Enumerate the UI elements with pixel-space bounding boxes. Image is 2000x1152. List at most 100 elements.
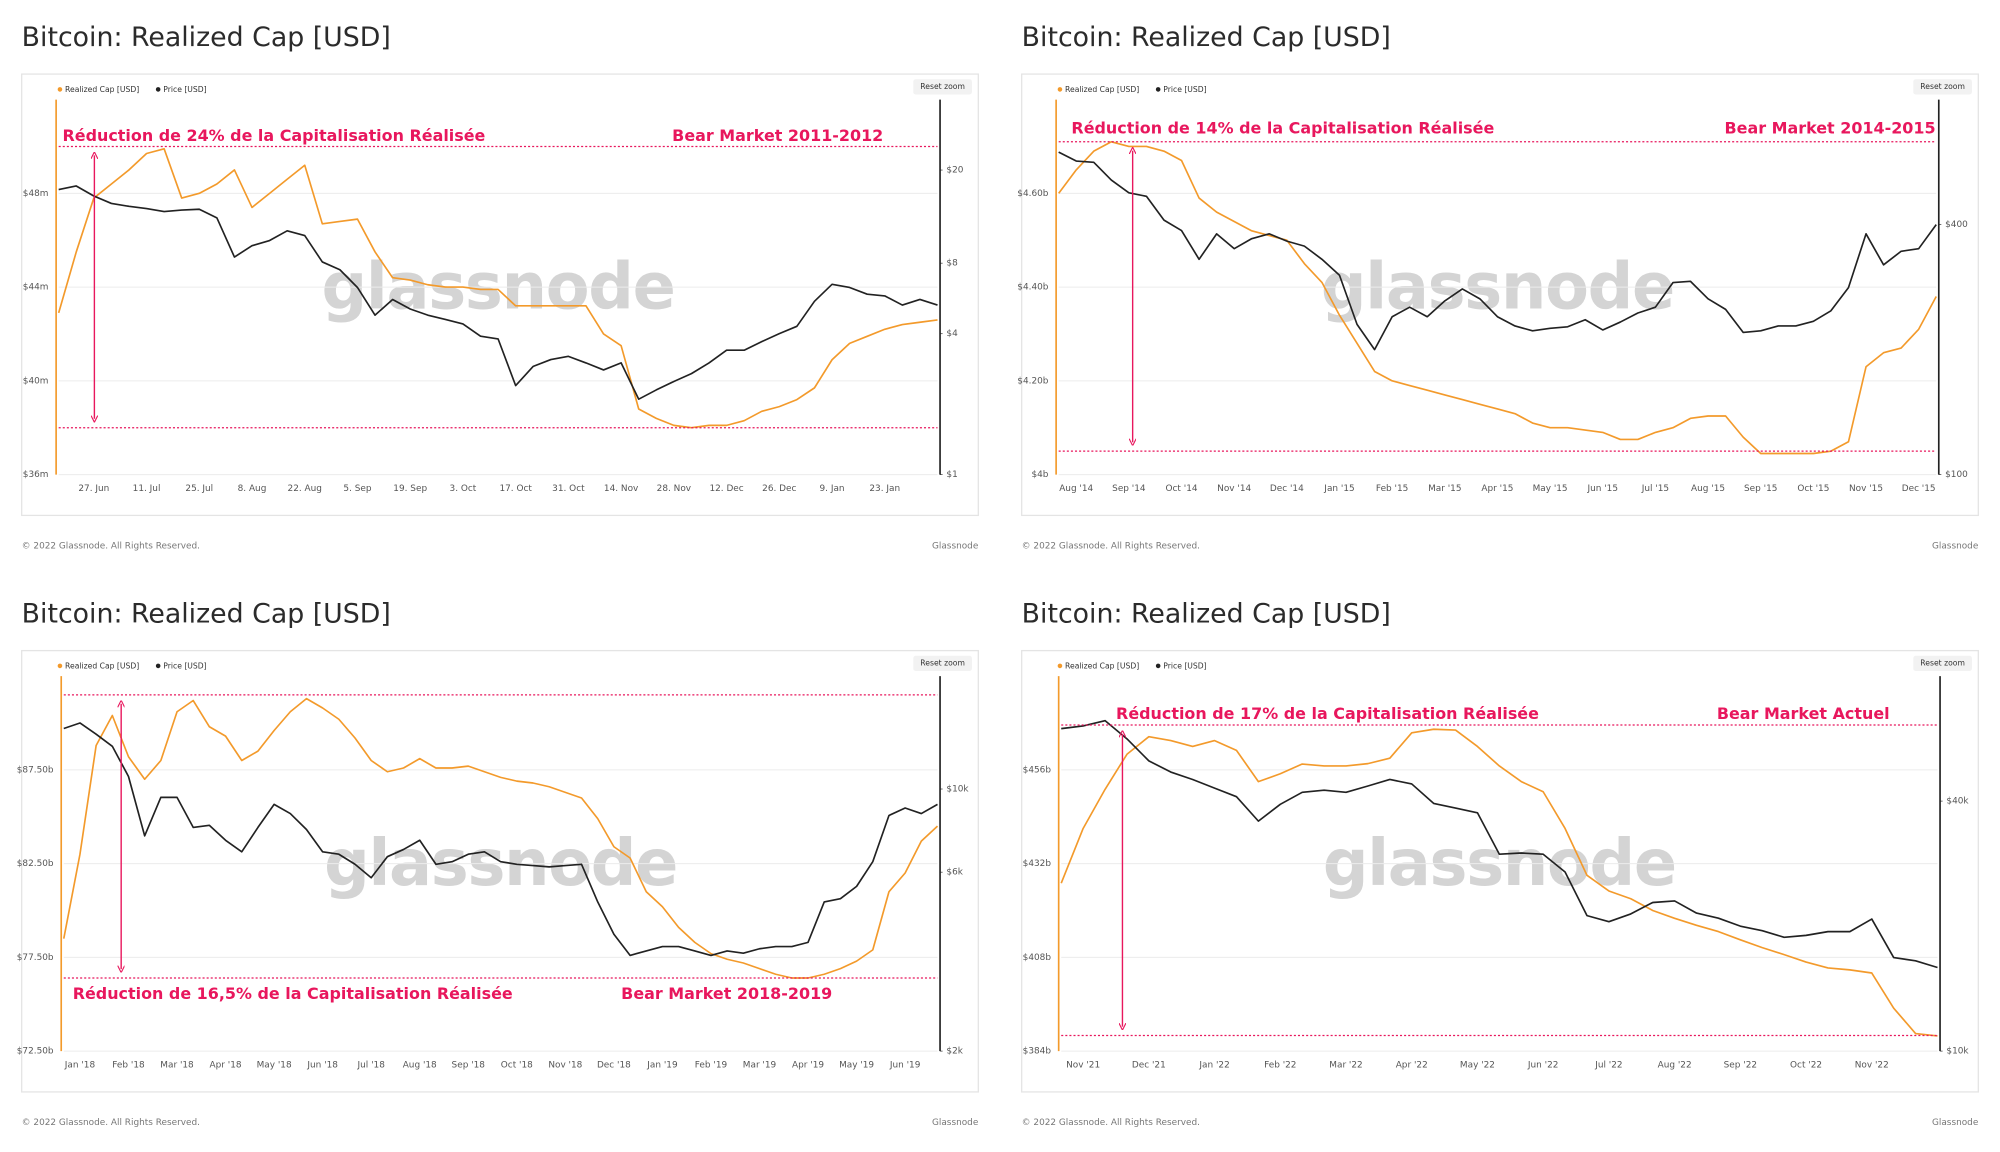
x-tick-label: May '19 xyxy=(839,1061,874,1071)
series-line xyxy=(58,185,938,401)
y-tick-label: $384b xyxy=(1023,1047,1052,1057)
legend-label: Realized Cap [USD] xyxy=(1065,85,1139,94)
legend-swatch xyxy=(1057,87,1063,92)
x-tick-label: Jul '18 xyxy=(357,1061,386,1071)
y-tick-label: $77.50b xyxy=(17,953,54,963)
x-tick-label: Oct '15 xyxy=(1797,484,1829,494)
footer-brand: Glassnode xyxy=(932,542,978,552)
x-tick-label: Sep '18 xyxy=(452,1061,486,1071)
reset-zoom-button[interactable] xyxy=(1913,655,1972,672)
reset-zoom-button[interactable] xyxy=(1913,79,1972,95)
x-tick-label: Jan '18 xyxy=(64,1061,96,1071)
reset-zoom-button[interactable] xyxy=(913,79,972,95)
y2-tick-label: $8 xyxy=(946,259,958,269)
x-tick-label: Apr '22 xyxy=(1396,1061,1428,1071)
x-tick-label: 14. Nov xyxy=(604,484,638,494)
x-tick-label: 23. Jan xyxy=(869,484,900,494)
legend-label: Realized Cap [USD] xyxy=(65,662,139,671)
series-line xyxy=(1060,728,1938,1037)
x-tick-label: 11. Jul xyxy=(133,484,161,494)
x-tick-label: Jun '22 xyxy=(1527,1061,1559,1071)
x-tick-label: 5. Sep xyxy=(343,484,371,494)
x-tick-label: Nov '18 xyxy=(548,1061,582,1071)
x-tick-label: May '18 xyxy=(257,1061,292,1071)
annotation: Bear Market 2014-2015 xyxy=(1724,119,1935,138)
legend-label: Price [USD] xyxy=(163,85,206,94)
y2-tick-label: $100 xyxy=(1945,470,1968,480)
x-tick-label: Jul '22 xyxy=(1594,1061,1622,1071)
x-tick-label: Aug '15 xyxy=(1691,484,1725,494)
footer-brand: Glassnode xyxy=(1932,1118,1978,1128)
y-tick-label: $4.20b xyxy=(1017,376,1048,386)
y-tick-label: $40m xyxy=(23,376,49,386)
footer-copyright: © 2022 Glassnode. All Rights Reserved. xyxy=(1022,1118,1200,1128)
x-tick-label: Feb '19 xyxy=(695,1061,728,1071)
footer-brand: Glassnode xyxy=(932,1118,978,1128)
reset-zoom-button[interactable] xyxy=(913,655,972,672)
reset-zoom-label[interactable]: Reset zoom xyxy=(920,658,965,667)
y-tick-label: $36m xyxy=(23,470,49,480)
x-tick-label: Mar '19 xyxy=(743,1061,777,1071)
x-tick-label: 27. Jun xyxy=(78,484,109,494)
chart-title: Bitcoin: Realized Cap [USD] xyxy=(22,22,391,53)
x-tick-label: 19. Sep xyxy=(393,484,427,494)
series-line xyxy=(1058,140,1937,455)
x-tick-label: 17. Oct xyxy=(499,484,532,494)
y-tick-label: $4b xyxy=(1031,470,1048,480)
legend-label: Price [USD] xyxy=(1163,85,1206,94)
x-tick-label: Nov '15 xyxy=(1849,484,1883,494)
x-tick-label: 9. Jan xyxy=(820,484,845,494)
x-tick-label: Aug '18 xyxy=(403,1061,437,1071)
annotation: Réduction de 14% de la Capitalisation Ré… xyxy=(1071,119,1494,138)
y2-tick-label: $2k xyxy=(946,1047,963,1057)
legend-swatch xyxy=(57,87,63,92)
y-tick-label: $408b xyxy=(1023,953,1052,963)
reset-zoom-label[interactable]: Reset zoom xyxy=(920,82,965,91)
annotation: Réduction de 24% de la Capitalisation Ré… xyxy=(63,126,486,145)
footer-copyright: © 2022 Glassnode. All Rights Reserved. xyxy=(1022,542,1200,552)
x-tick-label: May '15 xyxy=(1533,484,1568,494)
reset-zoom-label[interactable]: Reset zoom xyxy=(1920,658,1965,667)
chart-frame xyxy=(1021,649,1979,1093)
y-tick-label: $82.50b xyxy=(17,859,54,869)
x-tick-label: Apr '15 xyxy=(1481,484,1513,494)
x-tick-label: Dec '18 xyxy=(597,1061,631,1071)
x-tick-label: Aug '14 xyxy=(1059,484,1093,494)
legend-label: Realized Cap [USD] xyxy=(65,85,139,94)
x-tick-label: Nov '22 xyxy=(1855,1061,1889,1071)
legend-swatch xyxy=(155,87,161,92)
y2-tick-label: $10k xyxy=(1946,1047,1969,1057)
series-line xyxy=(57,147,938,429)
chart-panel: Bitcoin: Realized Cap [USD]glassnodeReal… xyxy=(21,22,979,552)
legend-swatch xyxy=(1155,663,1161,669)
y-tick-label: $44m xyxy=(23,283,49,293)
chart-title: Bitcoin: Realized Cap [USD] xyxy=(1022,598,1391,629)
x-tick-label: 12. Dec xyxy=(709,484,743,494)
x-tick-label: Jun '19 xyxy=(889,1061,921,1071)
reset-zoom-label[interactable]: Reset zoom xyxy=(1920,82,1965,91)
annotation: Réduction de 16,5% de la Capitalisation … xyxy=(73,984,513,1003)
y-tick-label: $48m xyxy=(23,189,49,199)
x-tick-label: Jun '15 xyxy=(1586,484,1618,494)
footer-brand: Glassnode xyxy=(1932,542,1978,552)
x-tick-label: Feb '22 xyxy=(1264,1061,1296,1071)
y2-tick-label: $4 xyxy=(946,329,958,339)
chart-frame xyxy=(21,73,979,517)
x-tick-label: Dec '15 xyxy=(1902,484,1936,494)
y-tick-label: $87.50b xyxy=(17,765,54,775)
x-tick-label: 31. Oct xyxy=(552,484,585,494)
x-tick-label: Mar '15 xyxy=(1428,484,1461,494)
y2-tick-label: $20 xyxy=(946,166,963,176)
chart-frame xyxy=(1021,73,1979,517)
legend-swatch xyxy=(1155,87,1161,92)
x-tick-label: Sep '15 xyxy=(1744,484,1777,494)
footer-copyright: © 2022 Glassnode. All Rights Reserved. xyxy=(22,1118,200,1128)
x-tick-label: Jan '15 xyxy=(1323,484,1354,494)
legend-label: Realized Cap [USD] xyxy=(1065,662,1139,671)
x-tick-label: 28. Nov xyxy=(657,484,691,494)
x-tick-label: Sep '14 xyxy=(1112,484,1146,494)
series-line xyxy=(63,722,938,957)
annotation: Bear Market Actuel xyxy=(1717,704,1890,723)
x-tick-label: 25. Jul xyxy=(185,484,213,494)
